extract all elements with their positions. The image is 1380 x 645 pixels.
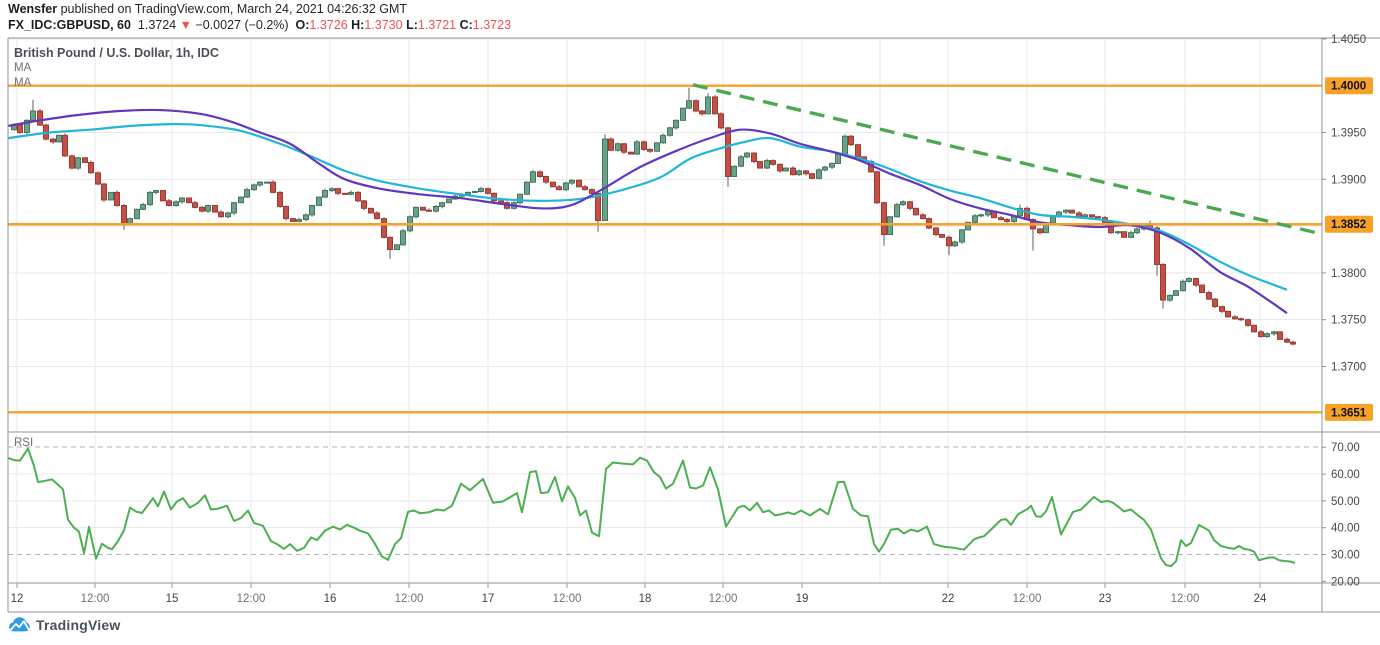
svg-text:1.3651: 1.3651 [1331, 407, 1367, 419]
publish-info-line: Wensfer published on TradingView.com, Ma… [8, 2, 407, 16]
svg-text:12:00: 12:00 [1171, 593, 1200, 605]
header-segment: FX_IDC:GBPUSD, 60 [8, 18, 138, 32]
svg-text:15: 15 [166, 593, 179, 605]
svg-text:1.3750: 1.3750 [1331, 315, 1366, 327]
header-segment: 1.3724 [137, 18, 180, 32]
header-segment: 1.3726 [309, 18, 352, 32]
ma-fast-line[interactable] [7, 122, 1288, 291]
svg-text:50.00: 50.00 [1331, 496, 1360, 508]
svg-text:60.00: 60.00 [1331, 469, 1360, 481]
svg-text:1.3950: 1.3950 [1331, 128, 1366, 140]
ma-slow-line[interactable] [7, 108, 1288, 315]
header-segment: 1.3721 [417, 18, 460, 32]
svg-text:1.3900: 1.3900 [1331, 174, 1366, 186]
rsi-line[interactable] [7, 447, 1296, 568]
svg-text:12:00: 12:00 [81, 593, 110, 605]
svg-text:1.3852: 1.3852 [1331, 219, 1366, 231]
header-segment: 1.3723 [472, 18, 512, 32]
header-segment: H: [351, 18, 365, 32]
horizontal-level-lines[interactable] [8, 84, 1322, 414]
rsi-axis[interactable]: 70.00 60.00 50.00 40.00 30.00 20.00 [1322, 442, 1360, 588]
symbol-ohlc-line: FX_IDC:GBPUSD, 60 1.3724 ▼ −0.0027 (−0.2… [8, 18, 511, 32]
price-axis[interactable]: 1.4050 1.4000 1.3950 1.3900 1.3852 1.3800 1.37… [1322, 34, 1373, 421]
price-level-badge [1325, 77, 1373, 95]
svg-text:12:00: 12:00 [1013, 593, 1042, 605]
tradingview-logo[interactable]: TradingView [8, 616, 120, 634]
svg-text:12:00: 12:00 [237, 593, 266, 605]
tradingview-logo-text: TradingView [36, 617, 121, 633]
svg-text:22: 22 [942, 593, 955, 605]
svg-text:1.3700: 1.3700 [1331, 361, 1366, 373]
header-segment: L: [406, 18, 418, 32]
candlestick-series[interactable] [11, 87, 1296, 346]
svg-text:40.00: 40.00 [1331, 523, 1360, 535]
svg-text:12:00: 12:00 [395, 593, 424, 605]
svg-text:16: 16 [324, 593, 337, 605]
svg-text:1.4050: 1.4050 [1331, 34, 1366, 46]
header-segment: ▼ [179, 18, 192, 32]
svg-text:18: 18 [639, 593, 652, 605]
pane-frame [7, 37, 1380, 613]
svg-text:12: 12 [11, 593, 24, 605]
header-segment: published on TradingView.com, March 24, … [57, 2, 408, 16]
svg-text:30.00: 30.00 [1331, 550, 1360, 562]
header-segment: O: [295, 18, 310, 32]
svg-text:20.00: 20.00 [1331, 576, 1360, 588]
svg-text:12:00: 12:00 [709, 593, 738, 605]
time-axis[interactable]: 12 12:00 15 12:00 16 12:00 17 12:00 18 12:00 19 22 1… [11, 583, 1267, 605]
header-segment: C: [459, 18, 473, 32]
svg-text:70.00: 70.00 [1331, 442, 1360, 454]
tradingview-logo-icon [9, 617, 30, 632]
svg-text:19: 19 [796, 593, 809, 605]
svg-text:1.4000: 1.4000 [1331, 81, 1366, 93]
svg-text:1.3800: 1.3800 [1331, 268, 1366, 280]
header-segment: 1.3730 [364, 18, 407, 32]
svg-text:17: 17 [482, 593, 495, 605]
header-segment: Wensfer [8, 2, 58, 16]
price-level-badge [1325, 215, 1373, 233]
trendline-dashed[interactable] [692, 83, 1317, 235]
price-level-badge [1325, 403, 1373, 421]
header-segment: −0.0027 (−0.2%) [191, 18, 296, 32]
svg-text:24: 24 [1254, 593, 1267, 605]
gridlines [8, 38, 1322, 583]
svg-text:12:00: 12:00 [553, 593, 582, 605]
svg-text:23: 23 [1099, 593, 1112, 605]
